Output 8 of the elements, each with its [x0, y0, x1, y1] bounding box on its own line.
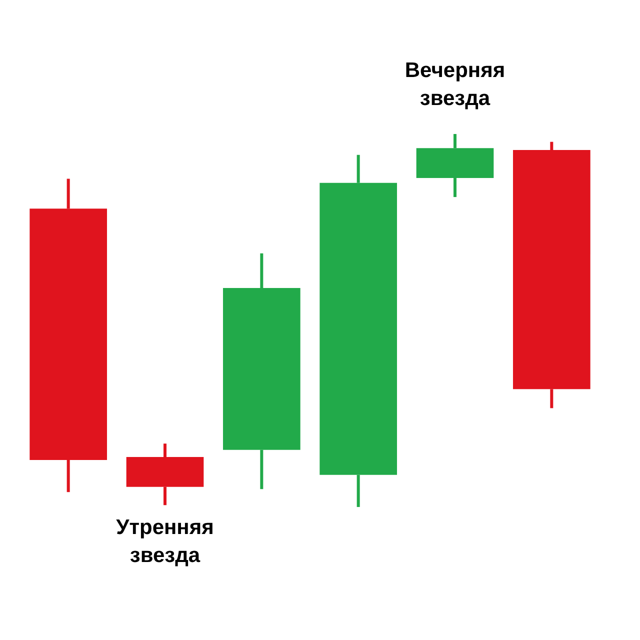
candlestick	[513, 142, 590, 408]
candlestick	[126, 444, 204, 506]
candlestick	[223, 253, 300, 490]
text: Утренняя звезда	[116, 516, 214, 568]
text: Вечерняя звезда	[404, 59, 506, 110]
candlestick	[320, 154, 397, 507]
candlestick	[416, 134, 494, 198]
candlestick	[30, 178, 107, 492]
